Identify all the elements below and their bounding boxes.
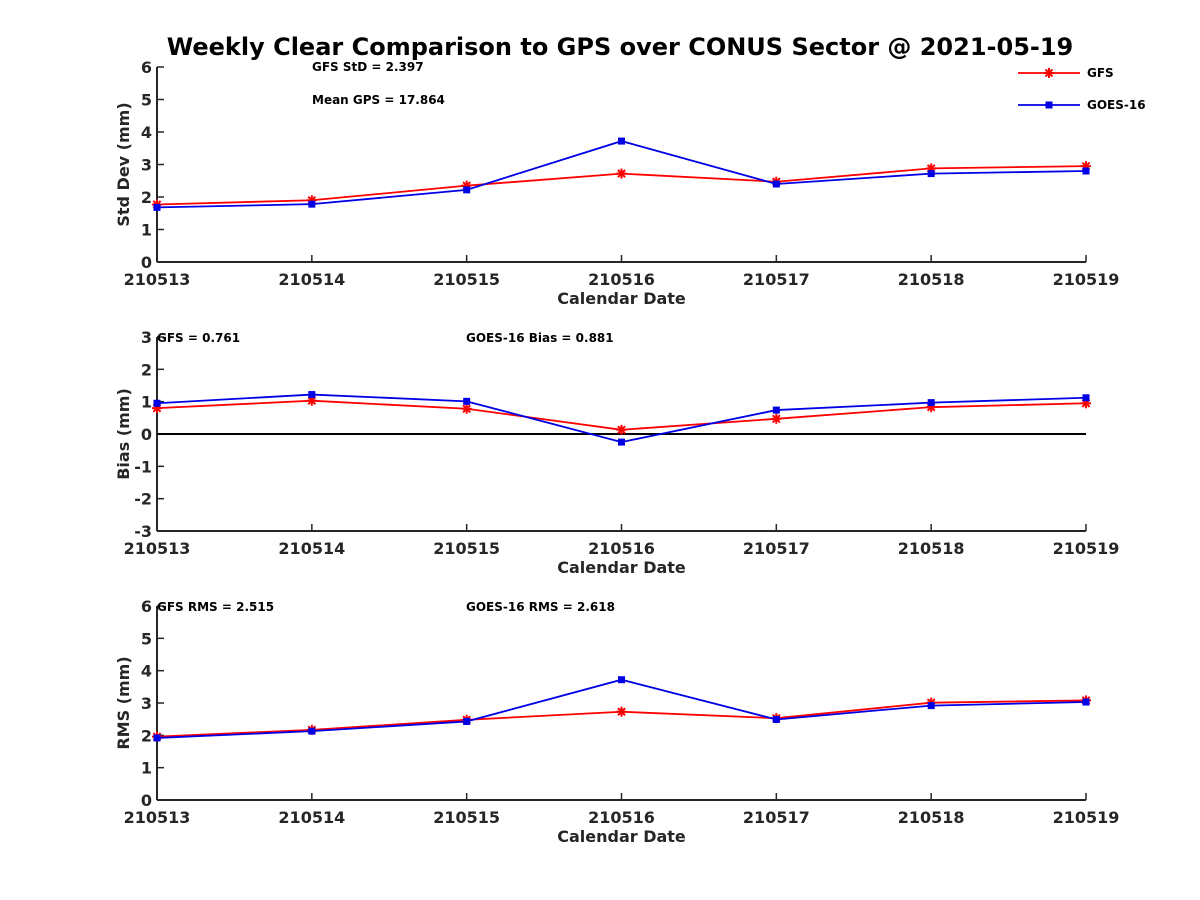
x-axis-label: Calendar Date (557, 827, 686, 846)
data-point-gfs (616, 706, 627, 717)
y-tick-label: 4 (141, 123, 152, 142)
x-tick-label: 210519 (1053, 539, 1120, 558)
data-point-goes16 (308, 200, 316, 208)
x-tick-label: 210518 (898, 270, 965, 289)
data-point-goes16 (463, 186, 471, 194)
x-tick-label: 210514 (278, 539, 345, 558)
legend: GFS GOES-16 (1018, 66, 1146, 112)
x-tick-label: 210513 (124, 808, 191, 827)
data-point-goes16 (772, 406, 780, 414)
x-axis-label: Calendar Date (557, 558, 686, 577)
y-tick-label: 2 (141, 726, 152, 745)
data-point-gfs (771, 413, 782, 424)
legend-marker-square-icon (1045, 101, 1053, 109)
x-tick-label: 210518 (898, 539, 965, 558)
data-point-goes16 (463, 397, 471, 405)
x-tick-label: 210513 (124, 539, 191, 558)
chart-panel-3: 0 1 2 3 4 5 6 210513 210514 210515 210516 210517 210… (114, 597, 1119, 846)
y-tick-label: 2 (141, 360, 152, 379)
y-tick-label: 5 (141, 629, 152, 648)
y-tick-label: 0 (141, 253, 152, 272)
data-point-goes16 (772, 180, 780, 188)
legend-label: GFS (1087, 66, 1114, 80)
y-tick-label: 1 (141, 759, 152, 778)
x-tick-label: 210516 (588, 539, 655, 558)
data-point-gfs (461, 403, 472, 414)
y-tick-label: 4 (141, 662, 152, 681)
x-tick-label: 210516 (588, 808, 655, 827)
x-tick-label: 210515 (433, 539, 500, 558)
data-point-goes16 (927, 399, 935, 407)
y-tick-label: 0 (141, 791, 152, 810)
legend-marker-asterisk-icon (1044, 68, 1054, 78)
y-tick-label: 6 (141, 58, 152, 77)
data-point-goes16 (618, 438, 625, 446)
y-tick-label: 6 (141, 597, 152, 616)
data-point-goes16 (153, 399, 161, 407)
data-point-goes16 (153, 203, 161, 211)
data-point-goes16 (153, 734, 161, 742)
chart-panel-1: 0 1 2 3 4 5 6 210513 210514 210515 210516 210517 210… (114, 58, 1146, 308)
y-tick-label: 5 (141, 91, 152, 110)
y-tick-label: 3 (141, 156, 152, 175)
x-tick-label: 210517 (743, 539, 810, 558)
data-point-goes16 (618, 137, 625, 145)
x-tick-label: 210515 (433, 808, 500, 827)
chart-panel-2: -3 -2 -1 0 1 2 3 210513 210514 210515 210516 210517… (114, 328, 1119, 577)
y-axis-label: Bias (mm) (114, 388, 133, 480)
x-tick-label: 210515 (433, 270, 500, 289)
x-tick-label: 210513 (124, 270, 191, 289)
x-tick-label: 210519 (1053, 808, 1120, 827)
y-tick-label: -2 (134, 490, 152, 509)
x-tick-label: 210514 (278, 808, 345, 827)
x-tick-label: 210519 (1053, 270, 1120, 289)
legend-label: GOES-16 (1087, 98, 1146, 112)
y-tick-label: -1 (134, 457, 152, 476)
data-point-goes16 (618, 676, 625, 684)
data-point-goes16 (1082, 698, 1090, 706)
y-tick-label: 1 (141, 221, 152, 240)
annotation: GFS StD = 2.397 (312, 60, 424, 74)
y-tick-label: -3 (134, 522, 152, 541)
annotation: GOES-16 Bias = 0.881 (466, 331, 614, 345)
data-point-goes16 (927, 170, 935, 178)
y-tick-label: 2 (141, 188, 152, 207)
y-axis-label: RMS (mm) (114, 656, 133, 749)
data-point-goes16 (308, 727, 316, 735)
annotation: GFS RMS = 2.515 (157, 600, 274, 614)
figure-title: Weekly Clear Comparison to GPS over CONU… (167, 33, 1074, 61)
y-tick-label: 0 (141, 425, 152, 444)
data-point-goes16 (1082, 167, 1090, 175)
data-point-goes16 (1082, 394, 1090, 402)
y-axis-label: Std Dev (mm) (114, 102, 133, 226)
data-point-goes16 (772, 715, 780, 723)
y-tick-label: 1 (141, 393, 152, 412)
x-tick-label: 210517 (743, 808, 810, 827)
data-point-goes16 (463, 717, 471, 725)
data-point-gfs (616, 168, 627, 179)
data-point-goes16 (927, 702, 935, 710)
x-axis-label: Calendar Date (557, 289, 686, 308)
x-tick-label: 210514 (278, 270, 345, 289)
data-point-gfs (616, 424, 627, 435)
x-tick-label: 210518 (898, 808, 965, 827)
y-tick-label: 3 (141, 328, 152, 347)
annotation: GOES-16 RMS = 2.618 (466, 600, 615, 614)
annotation: Mean GPS = 17.864 (312, 93, 445, 107)
y-tick-label: 3 (141, 694, 152, 713)
x-tick-label: 210516 (588, 270, 655, 289)
data-point-goes16 (308, 391, 316, 399)
x-tick-label: 210517 (743, 270, 810, 289)
annotation: GFS = 0.761 (157, 331, 240, 345)
